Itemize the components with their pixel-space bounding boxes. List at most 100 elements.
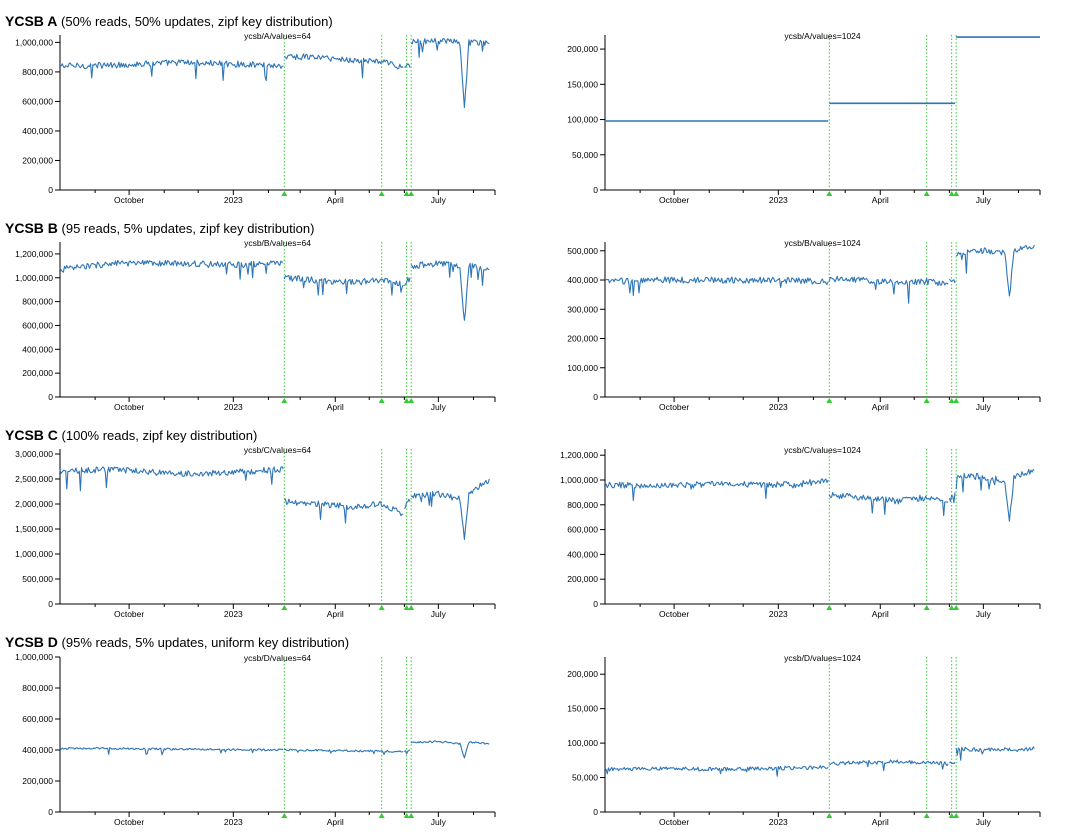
x-tick-label: October — [659, 195, 689, 205]
section-desc: (100% reads, zipf key distribution) — [61, 428, 258, 443]
section-desc: (95% reads, 5% updates, uniform key dist… — [61, 635, 350, 650]
release-marker-triangle — [923, 813, 930, 818]
chart-d-64: ycsb/D/values=64 0 200,000 400,000 600,000 80… — [15, 652, 496, 827]
y-tick-label: 3,000,000 — [15, 449, 53, 459]
section-name: YCSB D — [5, 634, 58, 650]
y-tick-label: 500,000 — [22, 574, 53, 584]
y-tick-label: 200,000 — [22, 368, 53, 378]
x-tick-label: 2023 — [769, 609, 788, 619]
y-tick-label: 500,000 — [567, 246, 598, 256]
y-tick-label: 1,000,000 — [560, 475, 598, 485]
y-tick-label: 0 — [48, 185, 53, 195]
y-tick-label: 800,000 — [22, 67, 53, 77]
x-tick-label: April — [327, 609, 344, 619]
y-tick-label: 600,000 — [22, 320, 53, 330]
y-tick-label: 800,000 — [567, 500, 598, 510]
series-line — [410, 478, 490, 540]
chart-title: ycsb/D/values=1024 — [784, 653, 861, 663]
x-tick-label: October — [659, 609, 689, 619]
y-tick-label: 100,000 — [567, 738, 598, 748]
x-tick-label: April — [872, 609, 889, 619]
series-line — [604, 478, 829, 501]
y-tick-label: 1,000,000 — [15, 37, 53, 47]
x-tick-label: July — [431, 402, 447, 412]
x-tick-label: October — [114, 402, 144, 412]
series-line — [283, 274, 404, 296]
y-tick-label: 600,000 — [22, 714, 53, 724]
x-tick-label: October — [114, 609, 144, 619]
section-title-a: YCSB A (50% reads, 50% updates, zipf key… — [5, 13, 333, 29]
release-marker-triangle — [281, 813, 288, 818]
y-tick-label: 1,000,000 — [15, 273, 53, 283]
y-tick-label: 150,000 — [567, 704, 598, 714]
release-marker-triangle — [948, 398, 955, 403]
section-desc: (95 reads, 5% updates, zipf key distribu… — [61, 221, 315, 236]
release-marker-triangle — [953, 191, 960, 196]
x-tick-label: 2023 — [224, 195, 243, 205]
series-line — [955, 746, 1035, 761]
release-marker-triangle — [408, 605, 415, 610]
series-line — [949, 761, 956, 765]
x-tick-label: April — [327, 195, 344, 205]
release-marker-triangle — [953, 813, 960, 818]
release-marker-triangle — [948, 605, 955, 610]
x-tick-label: April — [327, 402, 344, 412]
y-tick-label: 0 — [48, 392, 53, 402]
x-tick-label: April — [872, 817, 889, 827]
y-tick-label: 0 — [593, 599, 598, 609]
x-tick-label: July — [976, 402, 992, 412]
release-marker-triangle — [281, 398, 288, 403]
x-tick-label: 2023 — [769, 195, 788, 205]
chart-title: ycsb/C/values=1024 — [784, 445, 861, 455]
release-marker-triangle — [953, 605, 960, 610]
y-tick-label: 0 — [593, 392, 598, 402]
series-line — [284, 53, 404, 79]
y-tick-label: 400,000 — [22, 126, 53, 136]
y-tick-label: 800,000 — [22, 683, 53, 693]
y-tick-label: 200,000 — [22, 155, 53, 165]
y-tick-label: 800,000 — [22, 297, 53, 307]
release-marker-triangle — [826, 813, 833, 818]
release-marker-triangle — [923, 605, 930, 610]
y-tick-label: 600,000 — [567, 525, 598, 535]
series-line — [948, 278, 956, 284]
x-tick-label: October — [659, 817, 689, 827]
series-line — [410, 260, 490, 321]
series-line — [59, 59, 284, 82]
y-tick-label: 1,000,000 — [15, 652, 53, 662]
x-tick-label: April — [327, 817, 344, 827]
x-tick-label: 2023 — [769, 402, 788, 412]
chart-title: ycsb/A/values=1024 — [784, 31, 861, 41]
chart-a-64: ycsb/A/values=64 0 200,000 400,000 600,000 80… — [15, 31, 496, 205]
x-tick-label: 2023 — [224, 402, 243, 412]
release-marker-triangle — [826, 398, 833, 403]
series-line — [404, 63, 411, 68]
y-tick-label: 200,000 — [567, 334, 598, 344]
release-marker-triangle — [826, 191, 833, 196]
release-marker-triangle — [281, 605, 288, 610]
y-tick-label: 200,000 — [567, 574, 598, 584]
y-tick-label: 600,000 — [22, 96, 53, 106]
series-line — [829, 759, 949, 772]
chart-b-64: ycsb/B/values=64 0 200,000 400,000 600,000 80… — [15, 238, 496, 412]
release-marker-triangle — [403, 191, 410, 196]
y-tick-label: 50,000 — [572, 773, 598, 783]
series-line — [410, 740, 490, 759]
x-tick-label: April — [872, 195, 889, 205]
section-name: YCSB A — [5, 13, 58, 29]
y-tick-label: 100,000 — [567, 115, 598, 125]
release-marker-triangle — [378, 813, 385, 818]
y-tick-label: 0 — [48, 807, 53, 817]
x-tick-label: July — [431, 195, 447, 205]
release-marker-triangle — [403, 605, 410, 610]
chart-title: ycsb/D/values=64 — [244, 653, 312, 663]
x-tick-label: 2023 — [224, 817, 243, 827]
release-marker-triangle — [953, 398, 960, 403]
x-tick-label: July — [976, 195, 992, 205]
release-marker-triangle — [923, 398, 930, 403]
y-tick-label: 400,000 — [22, 344, 53, 354]
series-line — [604, 765, 829, 777]
release-marker-triangle — [408, 398, 415, 403]
release-marker-triangle — [923, 191, 930, 196]
chart-c-64: ycsb/C/values=64 0 500,000 1,000,000 1,500,0… — [15, 445, 496, 619]
